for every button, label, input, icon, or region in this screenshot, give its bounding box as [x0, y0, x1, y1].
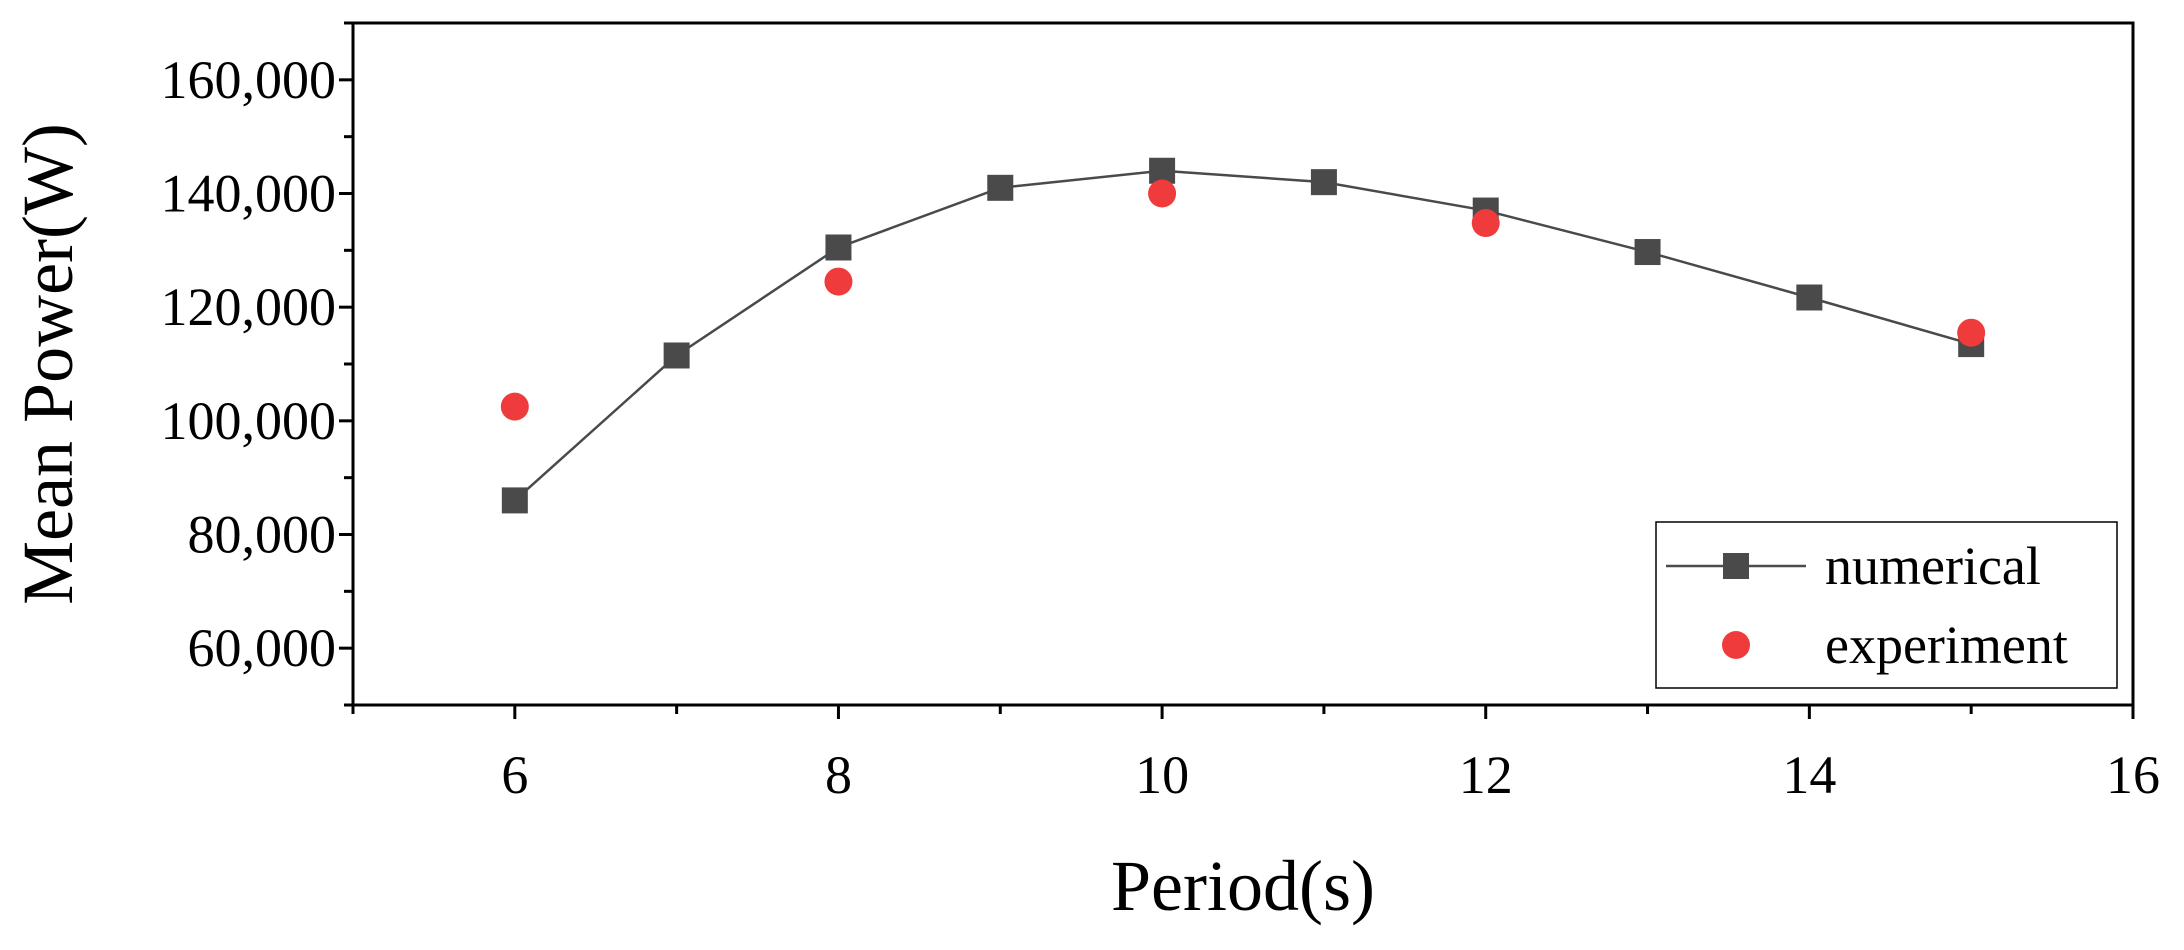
y-tick-label: 80,000	[188, 505, 337, 565]
y-tick-label: 120,000	[161, 277, 337, 337]
experiment-point	[824, 267, 853, 296]
y-tick-label: 100,000	[161, 391, 337, 451]
y-axis: 60,000 80,000 100,000 120,000 140,000 160,000	[161, 21, 353, 707]
numerical-point	[663, 342, 690, 369]
legend-experiment-label: experiment	[1825, 615, 2068, 675]
legend-box	[1655, 521, 2118, 689]
numerical-point	[987, 174, 1014, 201]
numerical-point	[501, 487, 528, 514]
numerical-point	[1310, 169, 1337, 196]
numerical-point	[1634, 239, 1661, 266]
experiment-point	[1957, 318, 1986, 347]
legend: numerical experiment	[1655, 521, 2118, 689]
x-tick-label: 14	[1782, 745, 1836, 805]
numerical-line	[513, 169, 1972, 502]
legend-numerical-label: numerical	[1825, 536, 2041, 596]
series-numerical	[501, 157, 1985, 514]
x-tick-label: 16	[2106, 745, 2160, 805]
experiment-point	[1148, 179, 1177, 208]
numerical-point	[1796, 284, 1823, 311]
x-tick-label: 12	[1459, 745, 1513, 805]
numerical-point	[825, 234, 852, 261]
y-tick-label: 60,000	[188, 618, 337, 678]
experiment-point	[500, 392, 529, 421]
y-tick-label: 140,000	[161, 164, 337, 224]
legend-experiment-marker	[1722, 631, 1750, 659]
experiment-point	[1471, 209, 1500, 238]
y-tick-label: 160,000	[161, 50, 337, 110]
x-tick-label: 10	[1135, 745, 1189, 805]
y-axis-title: Mean Power(W)	[8, 123, 88, 605]
x-axis-title: Period(s)	[1111, 846, 1375, 926]
x-axis: 6 8 10 12 14 16	[351, 705, 2160, 805]
numerical-point	[1149, 157, 1176, 184]
series-experiment	[500, 179, 1986, 421]
series-layer	[500, 157, 1986, 514]
x-tick-label: 6	[501, 745, 528, 805]
legend-numerical-marker	[1723, 553, 1749, 579]
x-tick-label: 8	[825, 745, 852, 805]
